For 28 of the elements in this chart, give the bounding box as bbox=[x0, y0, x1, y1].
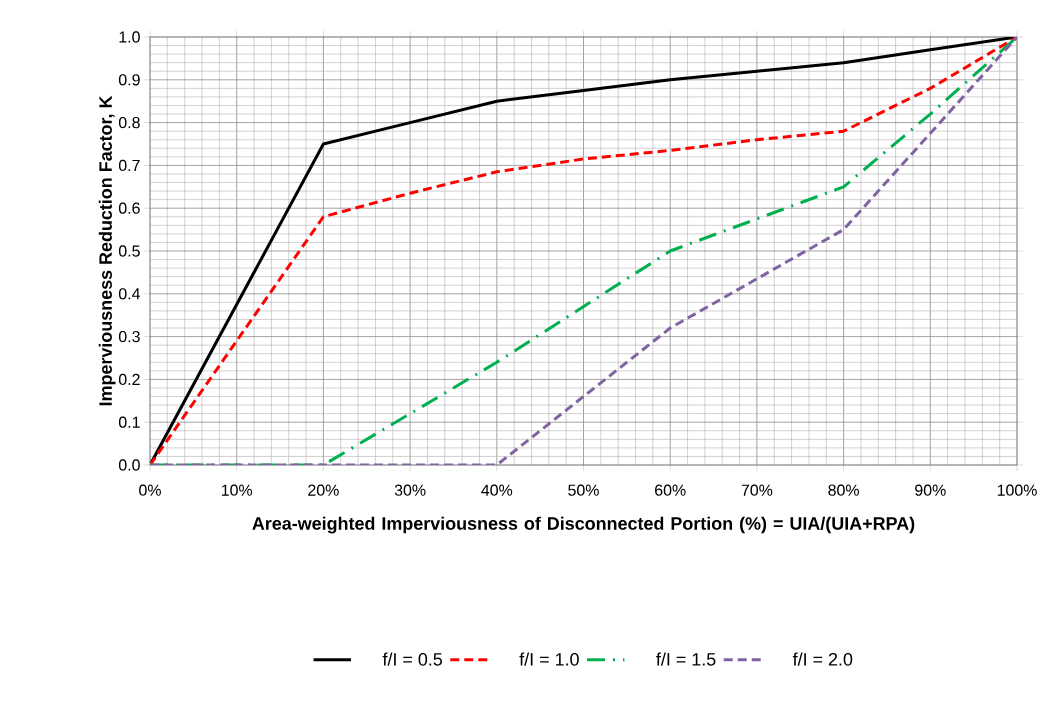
x-tick-label: 20% bbox=[308, 484, 339, 496]
x-axis-title: Area-weighted Imperviousness of Disconnected Portion (%) = UIA/(UIA+RPA) bbox=[252, 516, 915, 534]
x-tick-label: 40% bbox=[481, 484, 513, 496]
y-tick-label: 0.9 bbox=[118, 74, 140, 86]
y-tick-label: 0.6 bbox=[118, 202, 140, 214]
y-tick-label: 0.1 bbox=[118, 416, 140, 428]
x-tick-label: 0% bbox=[139, 484, 161, 496]
x-tick-label: 50% bbox=[568, 484, 599, 496]
x-tick-label: 60% bbox=[655, 484, 686, 496]
x-tick-label: 30% bbox=[394, 484, 426, 496]
x-tick-label: 100% bbox=[997, 484, 1037, 496]
x-tick-label: 10% bbox=[221, 484, 253, 496]
y-axis-title: Imperviousness Reduction Factor, K bbox=[98, 95, 116, 406]
y-tick-label: 0.8 bbox=[118, 116, 140, 129]
legend-label: f/I = 2.0 bbox=[792, 652, 853, 666]
y-tick-label: 0.7 bbox=[118, 159, 140, 172]
y-tick-label: 0.4 bbox=[118, 288, 141, 300]
x-tick-label: 90% bbox=[915, 484, 946, 496]
y-tick-label: 0.2 bbox=[118, 373, 140, 386]
y-tick-label: 1.0 bbox=[119, 31, 140, 43]
y-tick-label: 0.3 bbox=[118, 330, 140, 343]
legend-label: f/I = 0.5 bbox=[382, 652, 443, 666]
y-tick-label: 0.5 bbox=[118, 245, 140, 257]
y-tick-label: 0.0 bbox=[118, 459, 140, 471]
legend-label: f/I = 1.0 bbox=[519, 652, 579, 666]
x-tick-label: 70% bbox=[741, 484, 773, 496]
x-tick-label: 80% bbox=[828, 484, 859, 496]
legend-label: f/I = 1.5 bbox=[656, 652, 716, 666]
